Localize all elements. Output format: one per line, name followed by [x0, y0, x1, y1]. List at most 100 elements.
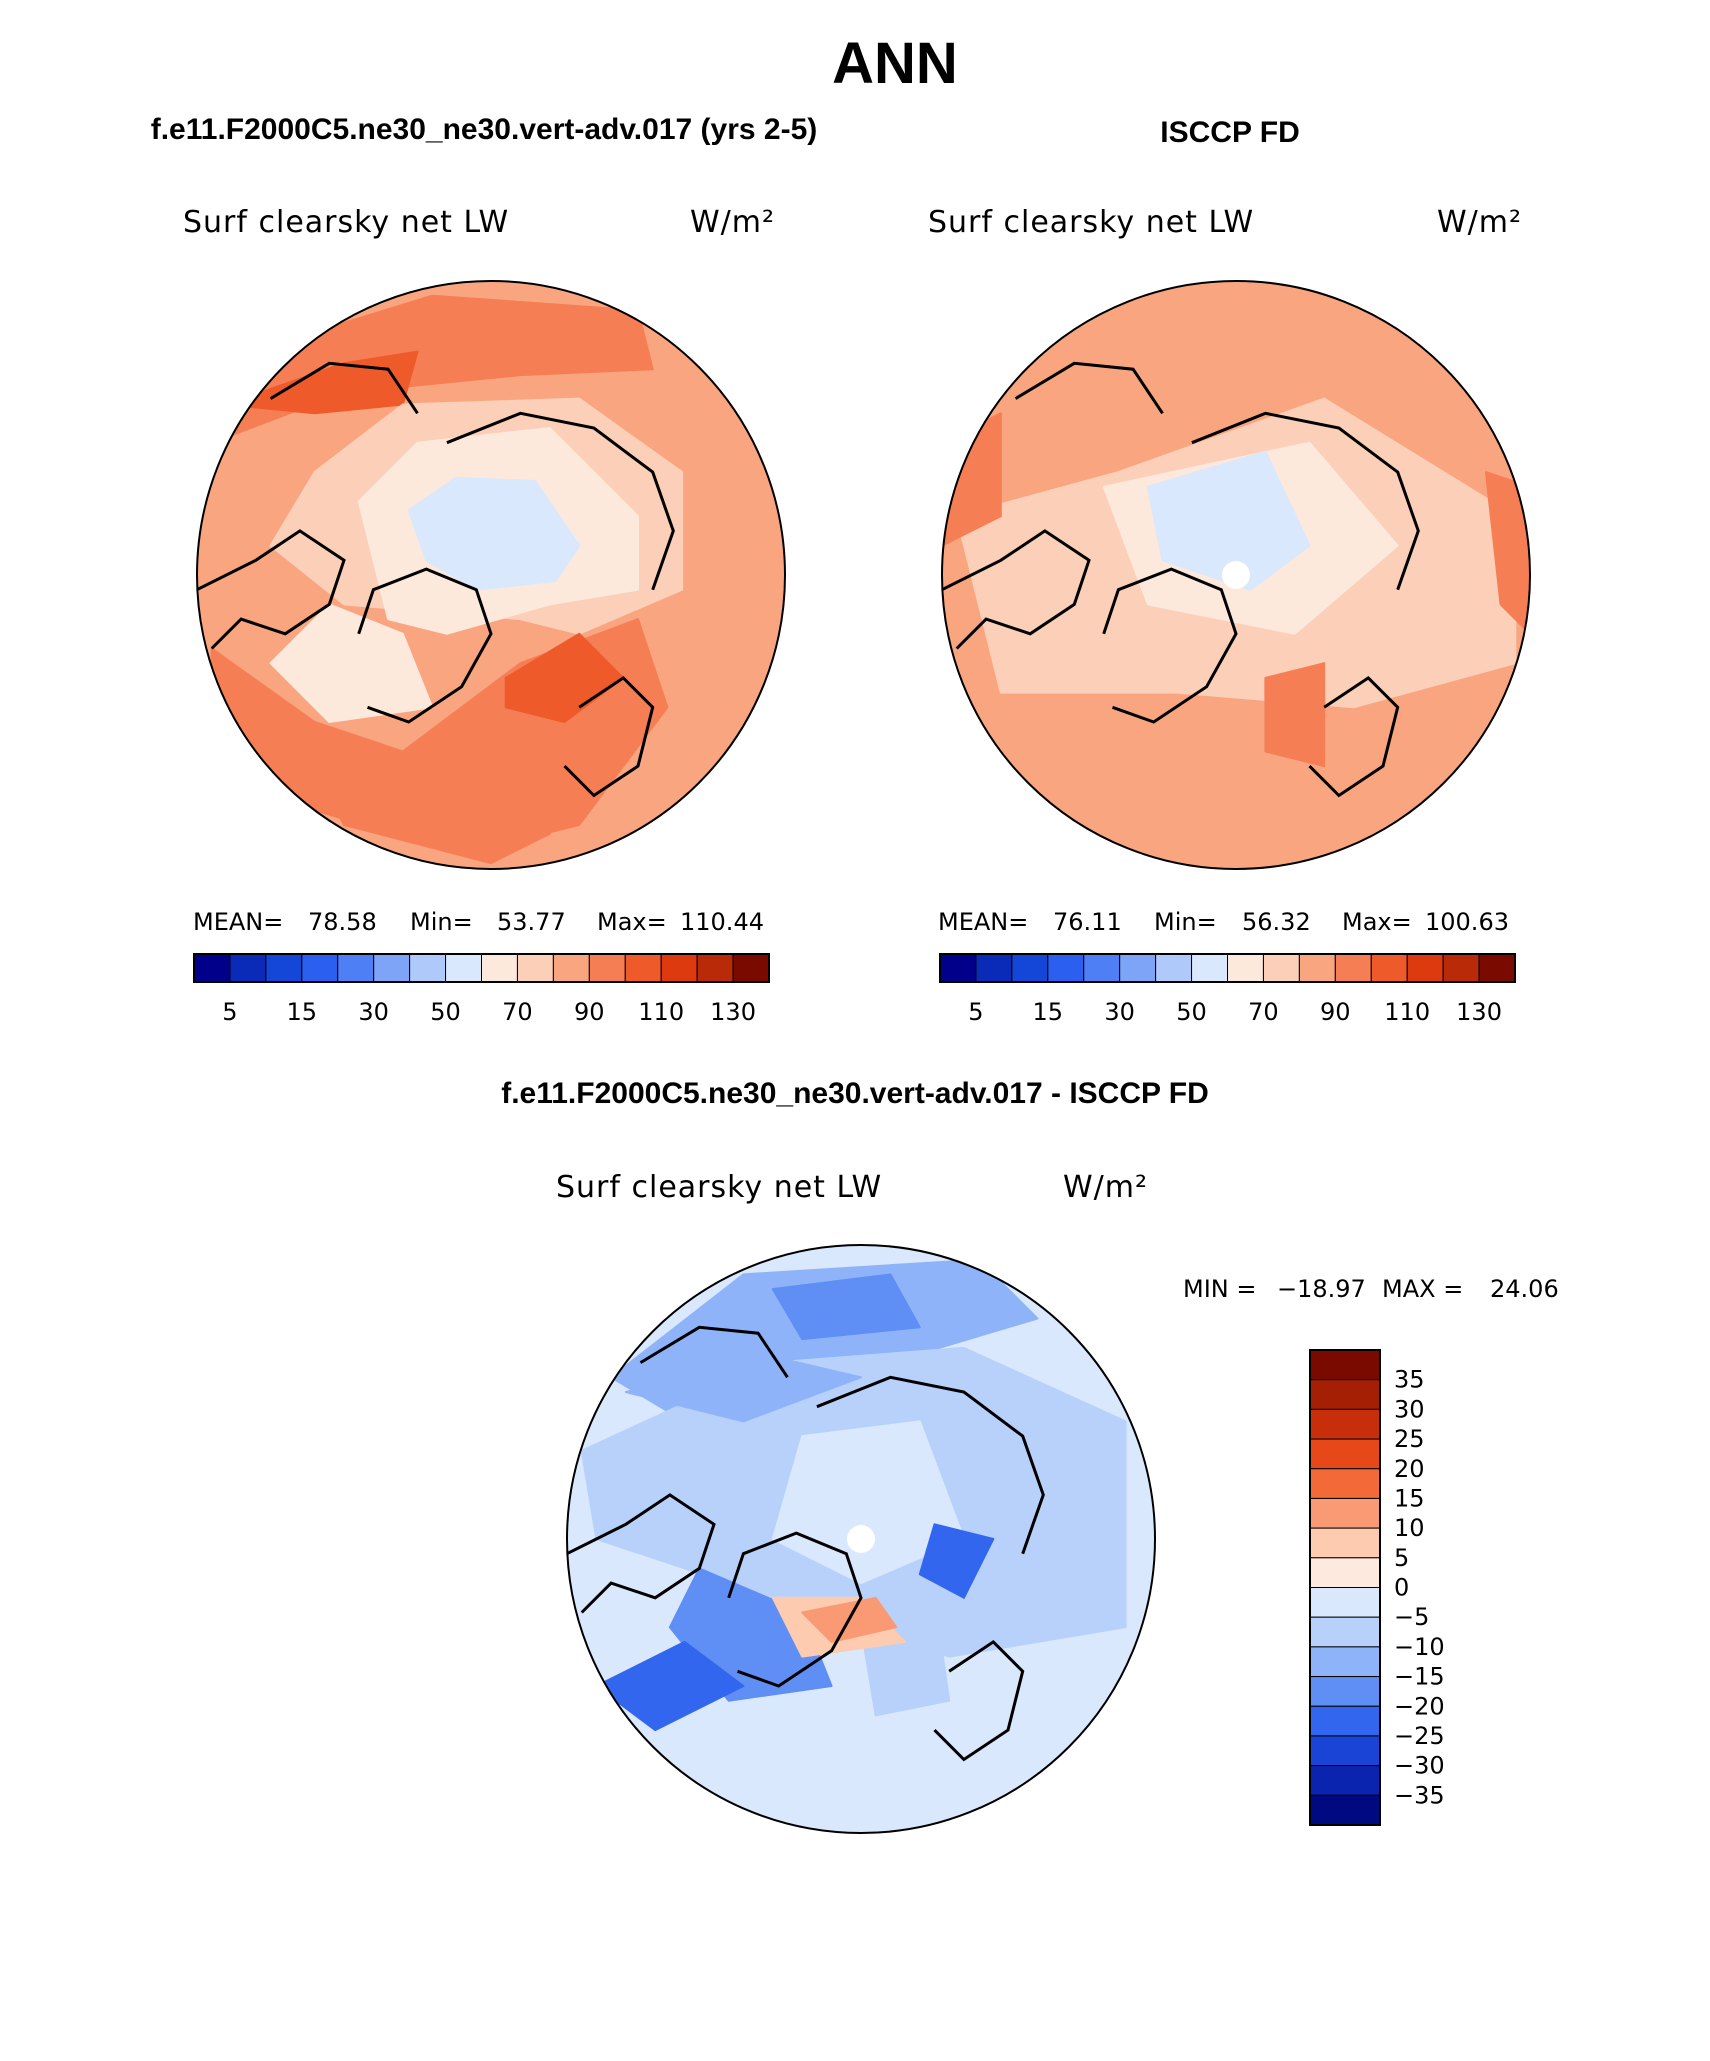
pole-missing-data — [847, 1525, 875, 1553]
colorbar2-swatch — [1011, 953, 1049, 983]
panel2-mean-label: MEAN= — [938, 908, 1029, 936]
colorbar3-swatch — [1309, 1705, 1381, 1737]
contour-region-10 — [595, 1640, 745, 1732]
colorbar1-tick-label: 15 — [287, 998, 318, 1026]
colorbar3-tick-label: 20 — [1394, 1455, 1425, 1483]
colorbar3-swatch — [1309, 1557, 1381, 1588]
panel2-mean-value: 76.11 — [1053, 908, 1122, 936]
colorbar3-tick-label: 5 — [1394, 1544, 1409, 1572]
colorbar3-swatch — [1309, 1408, 1381, 1440]
colorbar1-swatch — [445, 953, 482, 983]
coastline-4 — [639, 1325, 789, 1379]
colorbar3-swatch — [1309, 1497, 1381, 1529]
colorbar1-swatch — [481, 953, 518, 983]
obs-title: ISCCP FD — [1160, 116, 1300, 149]
panel3-field-name: Surf clearsky net LW — [556, 1170, 883, 1205]
panel1-units: W/m² — [690, 205, 776, 240]
colorbar3-tick-label: −20 — [1394, 1692, 1445, 1720]
colorbar1-swatch — [193, 953, 231, 983]
coastline-0 — [357, 567, 493, 724]
panel1-mean-label: MEAN= — [193, 908, 284, 936]
colorbar3-swatch — [1309, 1676, 1381, 1707]
coastline-4 — [1014, 361, 1164, 415]
panel1-mean-value: 78.58 — [308, 908, 377, 936]
coastline-1 — [197, 529, 346, 650]
colorbar2-swatch — [1298, 953, 1336, 983]
coastline-1 — [567, 1493, 716, 1614]
colorbar2-tick-label: 110 — [1384, 998, 1430, 1026]
colorbar3-swatch — [1309, 1646, 1381, 1678]
colorbar2-swatch — [1047, 953, 1085, 983]
colorbar1-swatch — [265, 953, 303, 983]
colorbar2-tick-label: 30 — [1104, 998, 1135, 1026]
panel3-max-value: 24.06 — [1490, 1275, 1559, 1303]
case-title: f.e11.F2000C5.ne30_ne30.vert-adv.017 (yr… — [150, 113, 818, 146]
coastline-4 — [269, 361, 419, 415]
colorbar3-tick-label: 0 — [1394, 1574, 1409, 1602]
colorbar2-tick-label: 90 — [1320, 998, 1351, 1026]
colorbar2-swatch — [1227, 953, 1264, 983]
colorbar2-tick-label: 5 — [968, 998, 983, 1026]
colorbar3-swatch — [1309, 1527, 1381, 1559]
panel2-max-label: Max= — [1342, 908, 1412, 936]
contour-region-2 — [771, 1273, 921, 1341]
colorbar3-tick-label: 10 — [1394, 1514, 1425, 1542]
colorbar3-swatch — [1309, 1765, 1381, 1796]
colorbar3-swatch — [1309, 1587, 1381, 1618]
colorbar2-swatch — [1370, 953, 1408, 983]
contour-region-8 — [269, 603, 434, 723]
colorbar1-swatch — [624, 953, 662, 983]
colorbar2-swatch — [1478, 953, 1516, 983]
colorbar2-swatch — [1119, 953, 1157, 983]
colorbar2-tick-label: 70 — [1248, 998, 1279, 1026]
colorbar1-tick-label: 90 — [574, 998, 605, 1026]
colorbar2-swatch — [1191, 953, 1228, 983]
colorbar3-frame — [1309, 1349, 1381, 1826]
colorbar2-tick-label: 50 — [1176, 998, 1207, 1026]
panel2-field-name: Surf clearsky net LW — [928, 205, 1255, 240]
colorbar1-frame — [193, 953, 770, 983]
colorbar2-swatch — [1442, 953, 1480, 983]
colorbar1-swatch — [660, 953, 698, 983]
colorbar3-swatch — [1309, 1616, 1381, 1648]
map-3-border — [566, 1244, 1156, 1834]
colorbar1-swatch — [229, 953, 267, 983]
colorbar1-swatch — [409, 953, 447, 983]
colorbar1-swatch — [301, 953, 339, 983]
colorbar1-tick-label: 5 — [222, 998, 237, 1026]
panel2-min-value: 56.32 — [1242, 908, 1311, 936]
panel3-units: W/m² — [1063, 1170, 1149, 1205]
contour-region-9 — [504, 632, 625, 723]
colorbar2-frame — [939, 953, 1516, 983]
panel1-max-value: 110.44 — [680, 908, 764, 936]
colorbar1-tick-label: 70 — [502, 998, 533, 1026]
colorbar3-swatch — [1309, 1468, 1381, 1499]
colorbar2-swatch — [1262, 953, 1300, 983]
contour-region-3 — [1146, 450, 1311, 591]
colorbar3-swatch — [1309, 1794, 1381, 1826]
colorbar2-tick-label: 130 — [1456, 998, 1502, 1026]
coastline-2 — [563, 675, 655, 798]
panel1-min-value: 53.77 — [497, 908, 566, 936]
panel3-min-label: MIN = — [1183, 1275, 1257, 1303]
colorbar1-tick-label: 130 — [710, 998, 756, 1026]
coastline-3 — [1191, 411, 1420, 591]
map-2-field — [942, 281, 1530, 869]
map-3-field — [567, 1245, 1155, 1833]
colorbar3-tick-label: −10 — [1394, 1633, 1445, 1661]
pole-missing-data — [1222, 561, 1250, 589]
colorbar2-tick-label: 15 — [1033, 998, 1064, 1026]
colorbar2-swatch — [975, 953, 1013, 983]
panel1-max-label: Max= — [597, 908, 667, 936]
colorbar3-tick-label: 30 — [1394, 1395, 1425, 1423]
contour-region-6 — [1264, 662, 1326, 768]
main-title: ANN — [832, 31, 958, 96]
map-2-border — [941, 280, 1531, 870]
panel1-min-label: Min= — [410, 908, 473, 936]
colorbar1-swatch — [552, 953, 590, 983]
coastline-3 — [446, 411, 675, 591]
colorbar3-swatch — [1309, 1438, 1381, 1470]
panel3-max-label: MAX = — [1382, 1275, 1464, 1303]
contour-region-7 — [407, 477, 581, 591]
